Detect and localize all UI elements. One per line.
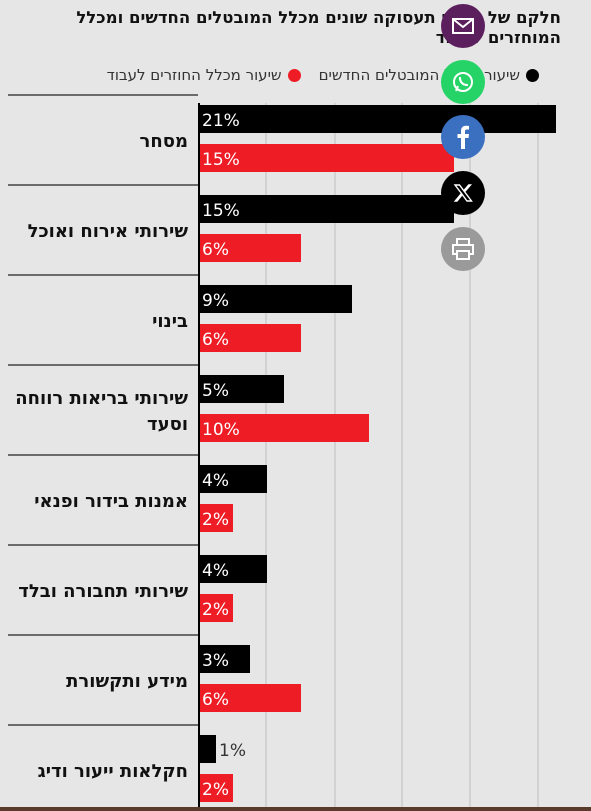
x-share-button[interactable] bbox=[441, 171, 485, 215]
bar-returned bbox=[199, 594, 233, 622]
data-label: 6% bbox=[202, 240, 229, 260]
x-icon bbox=[453, 184, 473, 202]
category-label: חקלאות ייעור ודיג bbox=[38, 761, 188, 782]
facebook-icon bbox=[457, 125, 469, 149]
data-label: 2% bbox=[202, 510, 229, 530]
data-label: 4% bbox=[202, 561, 229, 581]
bar-returned bbox=[199, 324, 301, 352]
category-label: שירותי בריאות רווחה bbox=[15, 388, 188, 409]
data-label: 2% bbox=[202, 780, 229, 800]
bar-new-unemployed bbox=[199, 375, 284, 403]
data-label: 9% bbox=[202, 291, 229, 311]
legend-swatch-red bbox=[287, 68, 301, 82]
whatsapp-share-button[interactable] bbox=[441, 60, 485, 104]
facebook-share-button[interactable] bbox=[441, 115, 485, 159]
bar-returned bbox=[199, 144, 454, 172]
bar-new-unemployed bbox=[199, 645, 250, 673]
data-label: 1% bbox=[219, 741, 246, 761]
bar-returned bbox=[199, 504, 233, 532]
print-share-button[interactable] bbox=[441, 227, 485, 271]
data-label: 2% bbox=[202, 600, 229, 620]
bar-new-unemployed bbox=[199, 735, 216, 763]
bottom-border bbox=[0, 807, 591, 811]
data-label: 3% bbox=[202, 651, 229, 671]
bar-returned bbox=[199, 414, 369, 442]
legend-item-returned: שיעור מכלל החוזרים לעבוד bbox=[107, 66, 301, 84]
category-label: בינוי bbox=[152, 311, 188, 332]
data-label: 15% bbox=[202, 150, 240, 170]
legend-label-returned: שיעור מכלל החוזרים לעבוד bbox=[106, 66, 282, 84]
bar-returned bbox=[199, 774, 233, 802]
whatsapp-icon bbox=[453, 72, 473, 92]
data-label: 21% bbox=[202, 111, 240, 131]
category-label: שירותי תחבורה ובלד bbox=[18, 581, 188, 602]
bar-new-unemployed bbox=[199, 465, 267, 493]
category-label: מידע ותקשורת bbox=[66, 671, 188, 692]
legend-swatch-black bbox=[526, 68, 539, 82]
data-label: 15% bbox=[202, 201, 240, 221]
category-label: שירותי אירוח ואוכל bbox=[28, 221, 189, 242]
email-share-button[interactable] bbox=[441, 4, 485, 48]
bar-returned bbox=[199, 684, 301, 712]
bar-returned bbox=[199, 234, 301, 262]
category-label: וסעד bbox=[147, 414, 188, 435]
bar-new-unemployed bbox=[199, 285, 352, 313]
category-label: מסחר bbox=[140, 131, 188, 152]
data-label: 5% bbox=[202, 381, 229, 401]
data-label: 4% bbox=[202, 471, 229, 491]
bar-new-unemployed bbox=[199, 555, 267, 583]
bar-new-unemployed bbox=[199, 195, 454, 223]
data-label: 6% bbox=[202, 690, 229, 710]
email-icon bbox=[452, 18, 474, 34]
category-label: אמנות בידור ופנאי bbox=[34, 491, 188, 512]
data-label: 6% bbox=[202, 330, 229, 350]
print-icon bbox=[452, 238, 474, 260]
data-label: 10% bbox=[202, 420, 240, 440]
bar-new-unemployed bbox=[199, 105, 556, 133]
